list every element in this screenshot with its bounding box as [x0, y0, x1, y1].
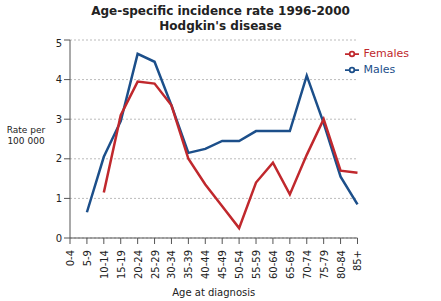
svg-text:3: 3 — [56, 114, 62, 125]
svg-text:5: 5 — [56, 38, 62, 49]
svg-text:10-14: 10-14 — [99, 250, 110, 279]
svg-text:30-34: 30-34 — [166, 250, 177, 279]
svg-text:40-44: 40-44 — [200, 250, 211, 279]
svg-text:4: 4 — [56, 74, 62, 85]
svg-text:45-49: 45-49 — [217, 250, 228, 279]
html-text:Hodgkin's disease: Hodgkin's disease — [159, 19, 282, 33]
svg-text:15-19: 15-19 — [116, 250, 127, 279]
svg-text:2: 2 — [56, 153, 62, 164]
html-text:Rate per 100 000: Rate per 100 000 — [6, 125, 46, 146]
svg-text:0: 0 — [56, 233, 62, 244]
svg-text:5-9: 5-9 — [82, 250, 93, 266]
svg-text:85+: 85+ — [352, 250, 363, 271]
svg-text:60-64: 60-64 — [268, 250, 279, 279]
svg-text:35-39: 35-39 — [183, 250, 194, 279]
svg-text:75-79: 75-79 — [319, 250, 330, 279]
svg-text:25-29: 25-29 — [150, 250, 161, 279]
svg-text:20-24: 20-24 — [133, 250, 144, 279]
html-text:Age-specific incidence rate 19: Age-specific incidence rate 1996-2000 — [91, 4, 350, 18]
svg-text:50-54: 50-54 — [234, 250, 245, 279]
svg-text:Age at diagnosis: Age at diagnosis — [172, 287, 255, 298]
svg-text:55-59: 55-59 — [251, 250, 262, 279]
svg-text:65-69: 65-69 — [285, 250, 296, 279]
html-text:Females: Females — [363, 47, 409, 60]
svg-text:1: 1 — [56, 193, 62, 204]
svg-text:0-4: 0-4 — [65, 250, 76, 266]
svg-text:80-84: 80-84 — [336, 250, 347, 279]
html-text:Males: Males — [363, 63, 396, 76]
svg-text:70-74: 70-74 — [302, 250, 313, 279]
